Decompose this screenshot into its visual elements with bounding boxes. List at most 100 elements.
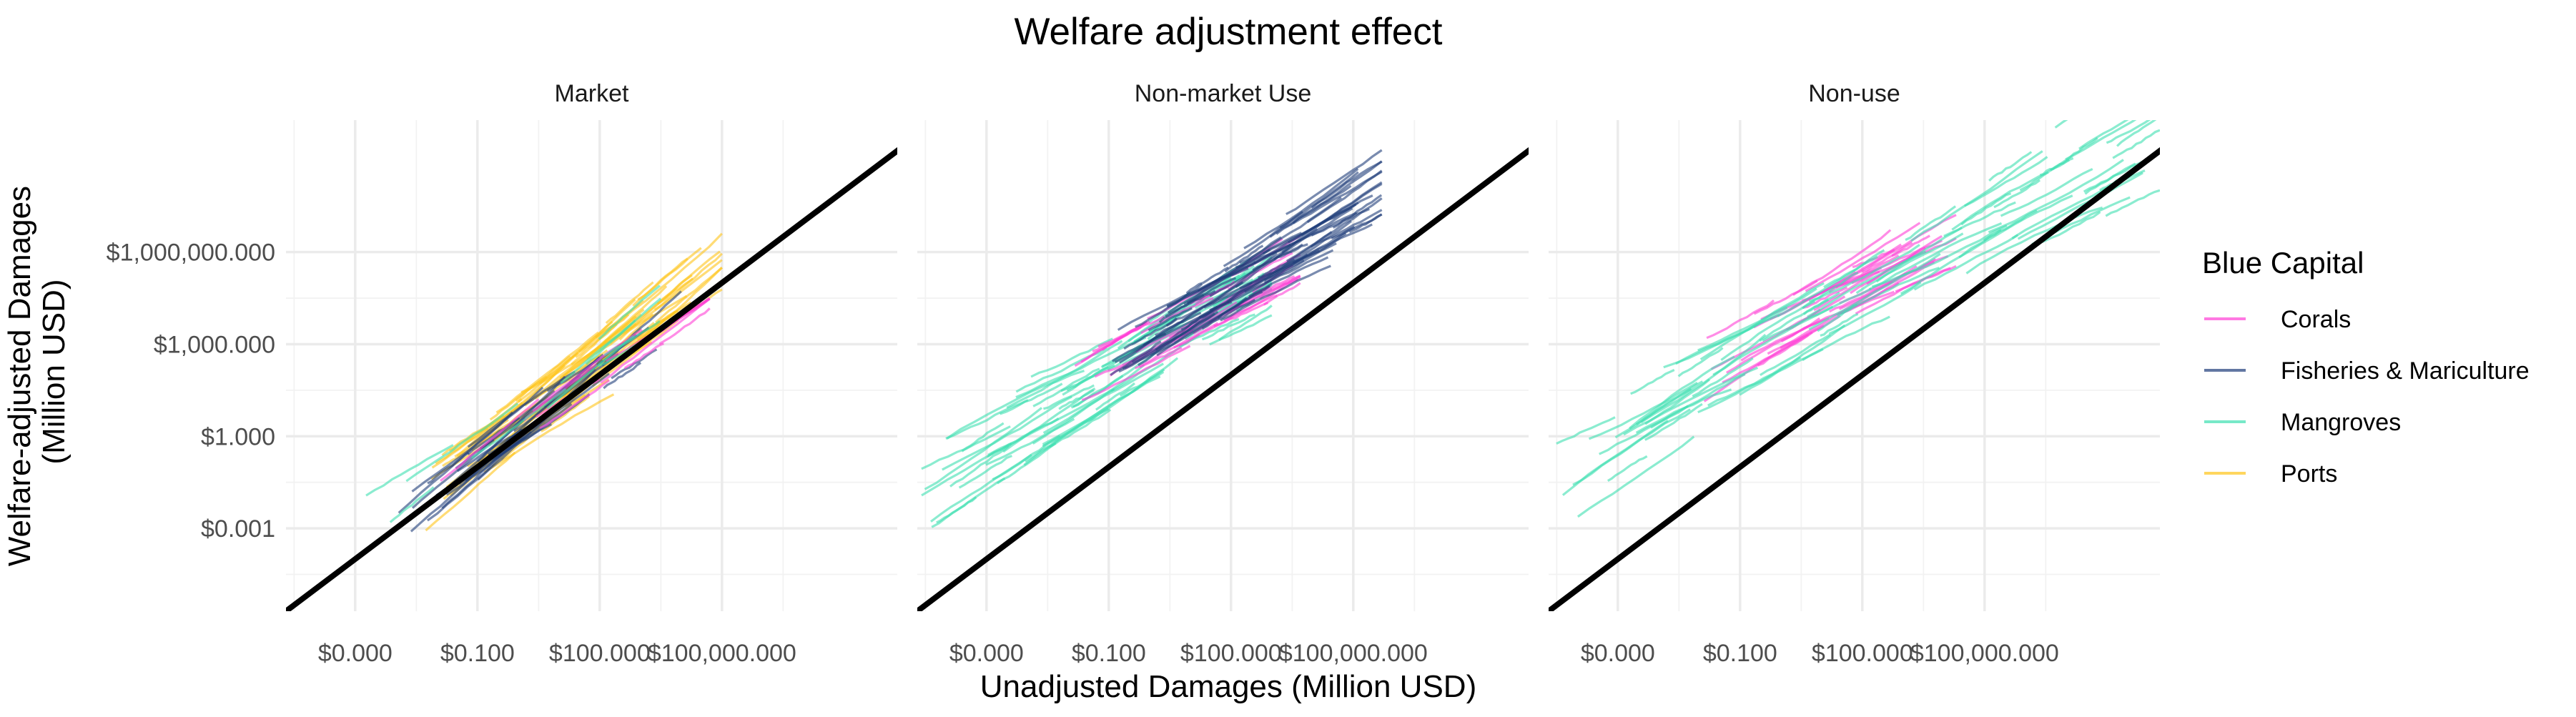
- series-line: [1820, 312, 1859, 337]
- series-line: [1808, 244, 1920, 303]
- series-line: [1158, 294, 1205, 323]
- series-line: [1703, 325, 1825, 402]
- series-line: [1015, 336, 1147, 399]
- legend-label: Ports: [2281, 460, 2337, 488]
- y-axis-title: Welfare-adjusted Damages (Million USD): [2, 177, 71, 567]
- series-line: [1263, 282, 1301, 306]
- panel-non-market-use: Non-market Use: [917, 80, 1529, 611]
- y-tick-label: $1.000: [201, 423, 275, 450]
- legend-title: Blue Capital: [2202, 246, 2364, 280]
- reference-line-y-equals-x: [917, 147, 1529, 611]
- x-tick-label: $100.000: [549, 640, 651, 667]
- series-line: [365, 444, 454, 497]
- series-line: [1310, 209, 1383, 248]
- series-line: [389, 486, 435, 523]
- x-tick-label: $100.000: [1812, 640, 1913, 667]
- legend-item: Fisheries & Mariculture: [2204, 357, 2530, 385]
- series-line: [1644, 402, 1703, 441]
- series-line: [1576, 435, 1695, 518]
- series-line: [405, 402, 519, 483]
- x-tick-label: $100.000: [1180, 640, 1282, 667]
- series-line: [1675, 314, 1780, 365]
- x-tick-label: $100,000.000: [1910, 640, 2059, 667]
- series-line: [586, 285, 668, 360]
- series-line: [1965, 206, 2103, 275]
- y-tick-label: $1,000.000: [154, 331, 275, 358]
- series-line: [1640, 333, 1767, 424]
- series-line: [1213, 302, 1269, 327]
- series-line: [603, 320, 661, 357]
- series-line: [1348, 213, 1383, 234]
- legend-label: Fisheries & Mariculture: [2281, 357, 2530, 385]
- panel-market: Market: [286, 80, 897, 611]
- series-line: [1726, 317, 1821, 374]
- series-line: [618, 250, 721, 341]
- series-line: [1220, 264, 1331, 322]
- series-line: [1988, 151, 2033, 182]
- series-line: [1692, 357, 1754, 397]
- x-tick-label: $100,000.000: [648, 640, 796, 667]
- series-line: [1244, 249, 1334, 293]
- series-line: [1988, 159, 2124, 234]
- series-line: [2112, 129, 2160, 159]
- x-tick-label: $0.000: [949, 640, 1024, 667]
- series-line: [1813, 270, 1880, 312]
- series-line: [1862, 242, 1913, 274]
- series-line: [1248, 256, 1329, 297]
- series-line: [658, 307, 711, 345]
- series-line: [961, 422, 1005, 453]
- reference-line-y-equals-x: [286, 147, 897, 611]
- series-line: [1623, 366, 1759, 436]
- series-line: [1720, 300, 1815, 361]
- legend-label: Mangroves: [2281, 409, 2401, 436]
- series-line: [1224, 244, 1264, 273]
- series-line: [1762, 287, 1872, 342]
- x-tick-label: $0.100: [1072, 640, 1146, 667]
- series-line: [1262, 202, 1359, 255]
- series-line: [1588, 382, 1698, 440]
- series-line: [1042, 362, 1164, 435]
- y-axis-tick-labels: $0.001 $1.000 $1,000.000 $1,000,000.000: [107, 239, 275, 543]
- series-line: [1697, 348, 1824, 414]
- series-line: [1805, 222, 1921, 292]
- series-line: [1148, 307, 1193, 332]
- chart-title: Welfare adjustment effect: [1014, 11, 1442, 53]
- series-line: [1739, 324, 1846, 396]
- series-line: [1556, 416, 1616, 445]
- y-axis-title-line-1: Welfare-adjusted Damages: [2, 186, 37, 566]
- series-line: [1802, 286, 1848, 310]
- series-line: [1218, 305, 1273, 341]
- series-line: [1572, 420, 1669, 486]
- series-line: [425, 451, 516, 532]
- series-line: [936, 496, 977, 524]
- series-line: [1871, 224, 2008, 288]
- series-line: [1180, 305, 1218, 331]
- series-line: [1239, 197, 1342, 264]
- series-line: [930, 453, 1032, 523]
- series-line: [1828, 281, 1922, 335]
- series-line: [2049, 137, 2098, 172]
- series-line: [1629, 355, 1735, 430]
- series-line: [637, 247, 702, 301]
- series-line: [1095, 382, 1136, 411]
- y-tick-label: $0.001: [201, 515, 275, 543]
- series-line: [578, 320, 613, 353]
- series-line: [600, 297, 711, 384]
- series-line: [945, 399, 1029, 440]
- series-line: [477, 368, 596, 481]
- series-line: [1697, 287, 1817, 352]
- series-line: [1140, 297, 1214, 335]
- series-line: [1823, 255, 1878, 289]
- legend-item: Mangroves: [2204, 409, 2401, 436]
- series-line: [623, 342, 664, 370]
- series-line: [1060, 364, 1115, 392]
- series-line: [539, 379, 611, 430]
- series-line: [1201, 313, 1255, 341]
- series-line: [1285, 149, 1383, 215]
- series-line: [2106, 120, 2151, 144]
- x-tick-label: $100,000.000: [1279, 640, 1428, 667]
- series-line: [1279, 171, 1359, 229]
- series-line: [1081, 345, 1191, 402]
- series-line: [1118, 281, 1244, 364]
